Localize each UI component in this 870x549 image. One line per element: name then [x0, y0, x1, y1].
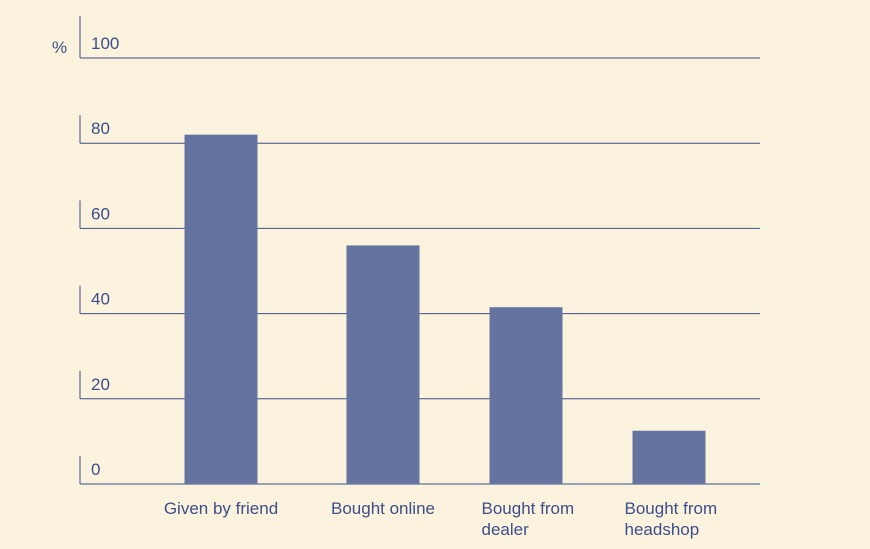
x-category-label: Bought online: [331, 499, 435, 518]
y-tick-label: 80: [91, 119, 110, 138]
x-category-label: dealer: [482, 520, 530, 539]
y-tick-label: 40: [91, 290, 110, 309]
y-tick-label: 20: [91, 375, 110, 394]
bar: [489, 307, 563, 484]
bars: [184, 134, 706, 484]
bar: [346, 245, 420, 484]
x-category-label: Bought from: [482, 499, 575, 518]
gridlines: [79, 16, 760, 485]
y-tick-label: 0: [91, 460, 100, 479]
y-tick-label: 100: [91, 34, 119, 53]
y-tick-label: 60: [91, 204, 110, 223]
x-category-label: Given by friend: [164, 499, 278, 518]
y-axis-unit-label: %: [52, 38, 67, 57]
x-category-label: Bought from: [625, 499, 718, 518]
x-axis-labels: Given by friend Bought online Bought from d…: [164, 499, 717, 539]
bar: [184, 134, 258, 484]
y-axis-ticks: 0 20 40 60 80 100: [91, 34, 119, 479]
x-category-label: headshop: [625, 520, 700, 539]
bar: [632, 430, 706, 484]
